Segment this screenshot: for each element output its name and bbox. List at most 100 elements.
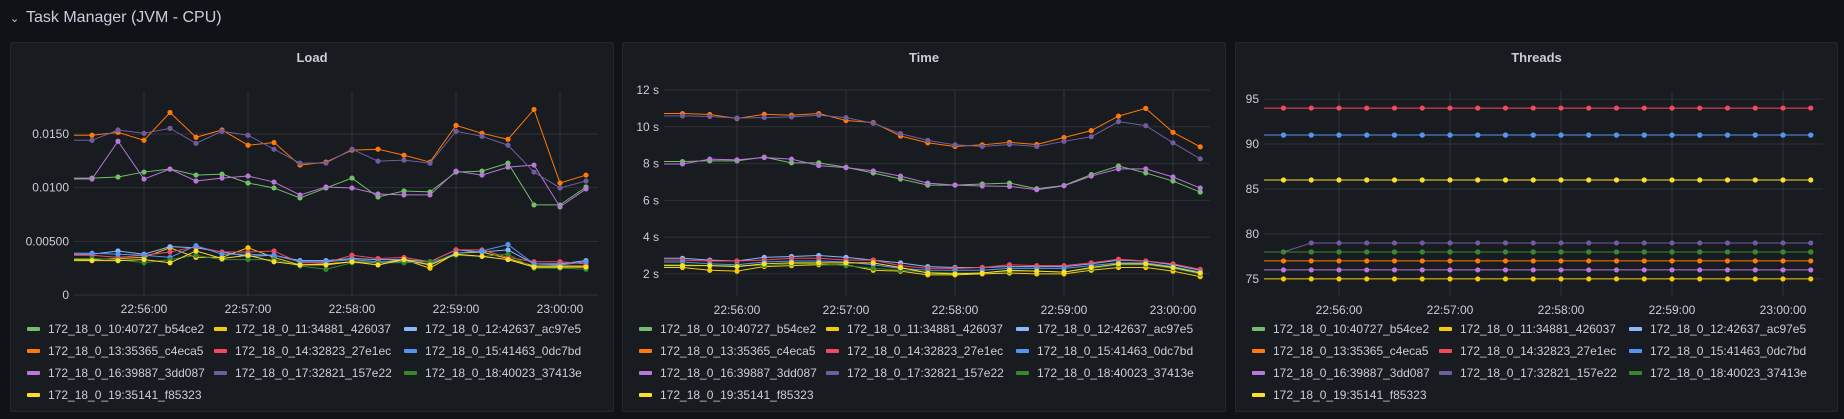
data-point[interactable] xyxy=(375,262,381,268)
data-point[interactable] xyxy=(245,142,251,148)
data-point[interactable] xyxy=(1502,249,1509,255)
data-point[interactable] xyxy=(141,137,147,143)
data-point[interactable] xyxy=(193,172,199,178)
data-point[interactable] xyxy=(734,157,740,163)
data-point[interactable] xyxy=(1336,240,1342,246)
data-point[interactable] xyxy=(479,172,485,178)
panel-title[interactable]: Threads xyxy=(1511,50,1562,65)
data-point[interactable] xyxy=(1530,177,1536,183)
data-point[interactable] xyxy=(505,142,511,148)
data-point[interactable] xyxy=(679,161,686,167)
data-point[interactable] xyxy=(1197,189,1203,195)
data-point[interactable] xyxy=(167,166,173,172)
legend-item[interactable]: 172_18_0_16:39887_3dd087 xyxy=(27,365,214,381)
data-point[interactable] xyxy=(1115,166,1122,172)
data-point[interactable] xyxy=(1502,276,1509,282)
data-point[interactable] xyxy=(1724,258,1731,264)
legend-item[interactable]: 172_18_0_17:32821_157e22 xyxy=(826,365,1016,381)
data-point[interactable] xyxy=(761,154,767,161)
data-point[interactable] xyxy=(1336,276,1342,282)
data-point[interactable] xyxy=(193,248,199,254)
data-point[interactable] xyxy=(1475,177,1481,183)
data-point[interactable] xyxy=(952,182,958,188)
data-point[interactable] xyxy=(1170,178,1176,184)
data-point[interactable] xyxy=(557,204,563,210)
data-point[interactable] xyxy=(1530,267,1536,273)
data-point[interactable] xyxy=(979,143,985,150)
data-point[interactable] xyxy=(1419,267,1425,273)
data-point[interactable] xyxy=(1006,267,1013,273)
data-point[interactable] xyxy=(1364,249,1370,255)
data-point[interactable] xyxy=(1669,105,1675,111)
data-point[interactable] xyxy=(1336,177,1342,183)
data-point[interactable] xyxy=(1586,132,1592,138)
data-point[interactable] xyxy=(1752,258,1758,264)
data-point[interactable] xyxy=(349,259,355,265)
data-point[interactable] xyxy=(1280,177,1287,183)
data-point[interactable] xyxy=(1613,105,1620,111)
data-point[interactable] xyxy=(219,251,225,257)
data-point[interactable] xyxy=(1697,240,1703,246)
data-point[interactable] xyxy=(843,260,849,266)
data-point[interactable] xyxy=(925,137,931,143)
data-point[interactable] xyxy=(870,265,876,272)
data-point[interactable] xyxy=(1391,177,1398,183)
legend-item[interactable]: 172_18_0_13:35365_c4eca5 xyxy=(639,343,826,359)
data-point[interactable] xyxy=(89,137,95,143)
data-point[interactable] xyxy=(1558,177,1564,183)
data-point[interactable] xyxy=(271,146,277,152)
data-point[interactable] xyxy=(1061,138,1067,144)
data-point[interactable] xyxy=(1419,240,1425,246)
data-point[interactable] xyxy=(1391,105,1398,111)
data-point[interactable] xyxy=(115,258,121,264)
data-point[interactable] xyxy=(115,174,121,180)
data-point[interactable] xyxy=(349,146,355,152)
data-point[interactable] xyxy=(1143,105,1149,111)
data-point[interactable] xyxy=(1558,267,1564,273)
data-point[interactable] xyxy=(1447,276,1453,282)
data-point[interactable] xyxy=(1197,185,1203,191)
data-point[interactable] xyxy=(1697,105,1703,111)
data-point[interactable] xyxy=(115,127,121,133)
legend-item[interactable]: 172_18_0_15:41463_0dc7bd xyxy=(404,343,594,359)
data-point[interactable] xyxy=(870,120,876,126)
data-point[interactable] xyxy=(1336,105,1342,111)
data-point[interactable] xyxy=(788,114,795,120)
legend-item[interactable]: 172_18_0_11:34881_426037 xyxy=(1439,321,1629,337)
data-point[interactable] xyxy=(141,169,147,175)
data-point[interactable] xyxy=(1613,267,1620,273)
data-point[interactable] xyxy=(816,260,822,266)
data-point[interactable] xyxy=(1391,267,1398,273)
data-point[interactable] xyxy=(1364,132,1370,138)
data-point[interactable] xyxy=(1558,105,1564,111)
data-point[interactable] xyxy=(1088,173,1094,179)
data-point[interactable] xyxy=(245,173,251,179)
data-point[interactable] xyxy=(1808,240,1814,246)
data-point[interactable] xyxy=(734,263,740,270)
data-point[interactable] xyxy=(816,112,822,118)
data-point[interactable] xyxy=(1780,240,1786,246)
data-point[interactable] xyxy=(89,132,95,138)
data-point[interactable] xyxy=(1447,177,1453,183)
data-point[interactable] xyxy=(505,247,511,253)
data-point[interactable] xyxy=(141,130,147,136)
data-point[interactable] xyxy=(1780,249,1786,255)
legend-item[interactable]: 172_18_0_18:40023_37413e xyxy=(1016,365,1206,381)
data-point[interactable] xyxy=(193,178,199,184)
data-point[interactable] xyxy=(1502,105,1509,111)
data-point[interactable] xyxy=(115,251,121,257)
data-point[interactable] xyxy=(1530,276,1536,282)
data-point[interactable] xyxy=(453,122,459,128)
data-point[interactable] xyxy=(1308,177,1314,183)
data-point[interactable] xyxy=(505,241,511,248)
data-point[interactable] xyxy=(141,252,147,258)
data-point[interactable] xyxy=(788,156,795,162)
data-point[interactable] xyxy=(897,173,904,179)
data-point[interactable] xyxy=(505,251,511,257)
data-point[interactable] xyxy=(401,188,407,194)
data-point[interactable] xyxy=(1724,249,1731,255)
data-point[interactable] xyxy=(1586,105,1592,111)
legend-item[interactable]: 172_18_0_19:35141_f85323 xyxy=(27,387,214,403)
legend-item[interactable]: 172_18_0_17:32821_157e22 xyxy=(1439,365,1629,381)
data-point[interactable] xyxy=(1808,105,1814,111)
